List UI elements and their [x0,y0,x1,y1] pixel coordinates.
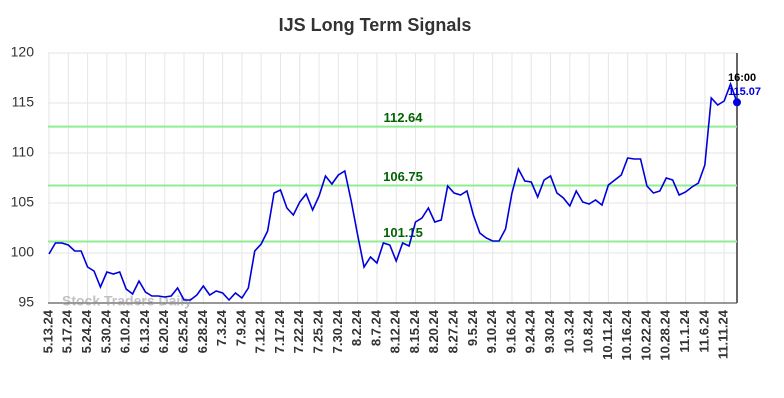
x-tick-label: 7.25.24 [310,309,325,353]
reference-label: 101.15 [383,225,423,240]
x-tick-label: 10.16.24 [619,309,634,360]
x-tick-label: 10.22.24 [638,309,653,360]
x-tick-label: 6.10.24 [118,309,133,353]
x-tick-label: 9.24.24 [523,309,538,353]
x-tick-label: 5.24.24 [79,309,94,353]
x-tick-label: 6.20.24 [156,309,171,353]
x-tick-label: 8.7.24 [368,309,383,346]
x-tick-label: 8.15.24 [407,309,422,353]
reference-label: 106.75 [383,169,423,184]
last-point [733,98,741,107]
x-tick-label: 9.30.24 [542,309,557,353]
x-tick-label: 5.30.24 [98,309,113,353]
x-tick-label: 7.22.24 [291,309,306,353]
x-tick-label: 9.10.24 [484,309,499,353]
x-tick-label: 9.16.24 [503,309,518,353]
y-tick-label: 110 [12,144,35,160]
x-tick-label: 8.20.24 [426,309,441,353]
reference-label: 112.64 [383,110,423,125]
y-tick-label: 100 [11,244,35,260]
x-tick-label: 10.8.24 [581,309,596,353]
x-tick-label: 5.17.24 [60,309,75,353]
x-tick-label: 6.25.24 [175,309,190,353]
line [48,81,738,302]
x-tick-label: 10.11.24 [600,309,615,360]
x-tick-label: 11.11.24 [716,309,731,359]
x-tick-label: 8.12.24 [388,309,403,353]
x-tick-label: 8.2.24 [349,309,364,346]
y-tick-label: 105 [11,194,35,210]
x-tick-label: 9.5.24 [465,309,480,346]
x-tick-label: 7.12.24 [253,309,268,353]
x-tick-label: 10.3.24 [561,309,576,353]
x-tick-label: 11.1.24 [677,309,692,352]
x-tick-label: 11.6.24 [696,309,711,352]
x-tick-label: 8.27.24 [446,309,461,353]
x-tick-label: 10.28.24 [658,309,673,360]
x-tick-label: 7.30.24 [330,309,345,353]
x-tick-label: 6.28.24 [195,309,210,353]
x-tick-label: 7.3.24 [214,309,229,346]
y-tick-label: 115 [12,94,35,110]
x-tick-label: 7.17.24 [272,309,287,353]
last-time-label: 16:00 [728,72,756,84]
y-tick-label: 95 [18,294,34,310]
x-tick-label: 6.13.24 [137,309,152,353]
x-tick-label: 7.9.24 [233,309,248,346]
x-tick-label: 5.13.24 [40,309,55,353]
y-tick-label: 120 [11,44,35,60]
chart-title: IJS Long Term Signals [279,15,472,35]
last-value-label: 115.07 [728,86,761,98]
